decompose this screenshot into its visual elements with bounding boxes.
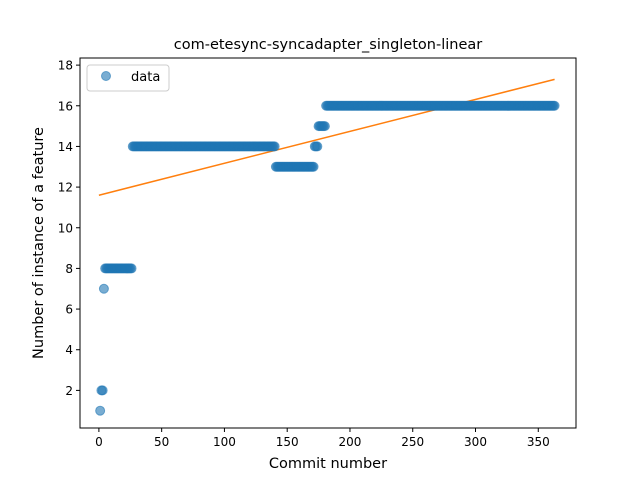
y-axis-ticks: 2 4 6 8 10 12 14 16 18 <box>58 59 80 398</box>
y-tick-label: 16 <box>58 99 73 113</box>
x-tick-label: 50 <box>154 435 169 449</box>
data-point <box>308 161 319 172</box>
y-tick-label: 6 <box>65 303 73 317</box>
axes-frame <box>79 57 577 429</box>
data-point <box>312 141 323 152</box>
data-point <box>269 141 280 152</box>
x-tick-label: 350 <box>527 435 550 449</box>
x-tick-label: 300 <box>464 435 487 449</box>
chart-title: com-etesync-syncadapter_singleton-linear <box>174 37 483 53</box>
fit-line <box>98 78 555 196</box>
y-tick-label: 18 <box>58 59 73 73</box>
legend: data <box>86 64 170 92</box>
y-tick-label: 8 <box>65 262 73 276</box>
x-tick-label: 0 <box>95 435 103 449</box>
y-axis-label: Number of instance of a feature <box>31 127 47 359</box>
data-point <box>549 100 560 111</box>
y-tick-label: 2 <box>65 384 73 398</box>
data-points-layer <box>95 100 560 416</box>
data-point <box>126 263 137 274</box>
x-tick-label: 150 <box>276 435 299 449</box>
data-point <box>98 283 109 294</box>
y-tick-label: 14 <box>58 140 73 154</box>
fit-line-layer <box>98 78 555 196</box>
plot-area <box>95 78 560 416</box>
data-point <box>319 121 330 132</box>
legend-marker-data <box>101 71 111 81</box>
x-tick-label: 200 <box>339 435 362 449</box>
x-tick-label: 250 <box>401 435 424 449</box>
x-tick-label: 100 <box>213 435 236 449</box>
y-tick-label: 10 <box>58 221 73 235</box>
x-axis-ticks: 0 50 100 150 200 250 300 350 <box>95 428 550 449</box>
legend-label-data: data <box>131 70 160 85</box>
x-axis-label: Commit number <box>269 456 387 472</box>
y-tick-label: 4 <box>65 343 73 357</box>
data-point <box>95 405 106 416</box>
data-point <box>97 385 108 396</box>
y-tick-label: 12 <box>58 181 73 195</box>
